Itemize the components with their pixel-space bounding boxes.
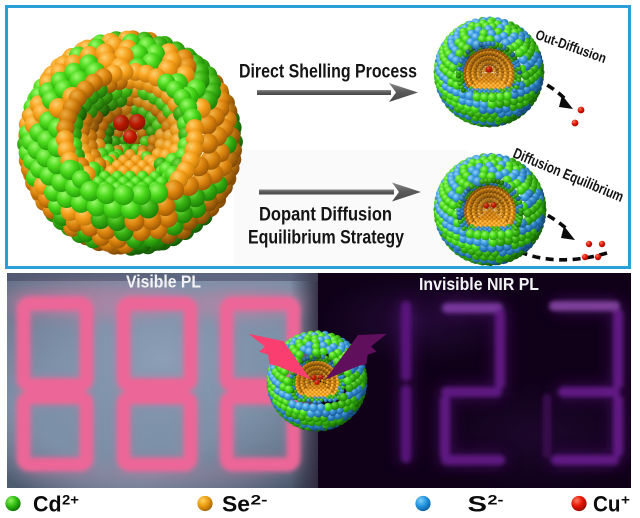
svg-text:+: + — [621, 492, 630, 508]
svg-text:Cd: Cd — [33, 492, 62, 517]
svg-text:Equilibrium Strategy: Equilibrium Strategy — [248, 228, 404, 249]
svg-text:2-: 2- — [251, 492, 268, 508]
svg-text:Dopant Diffusion: Dopant Diffusion — [259, 205, 392, 226]
svg-text:Invisible NIR PL: Invisible NIR PL — [419, 274, 539, 294]
svg-text:2+: 2+ — [62, 492, 79, 508]
svg-text:Direct Shelling Process: Direct Shelling Process — [239, 62, 417, 83]
svg-text:Se: Se — [222, 492, 250, 517]
svg-text:Visible PL: Visible PL — [126, 272, 201, 292]
svg-text:2-: 2- — [488, 492, 504, 508]
svg-text:S: S — [468, 492, 488, 517]
svg-text:Cu: Cu — [593, 492, 621, 517]
